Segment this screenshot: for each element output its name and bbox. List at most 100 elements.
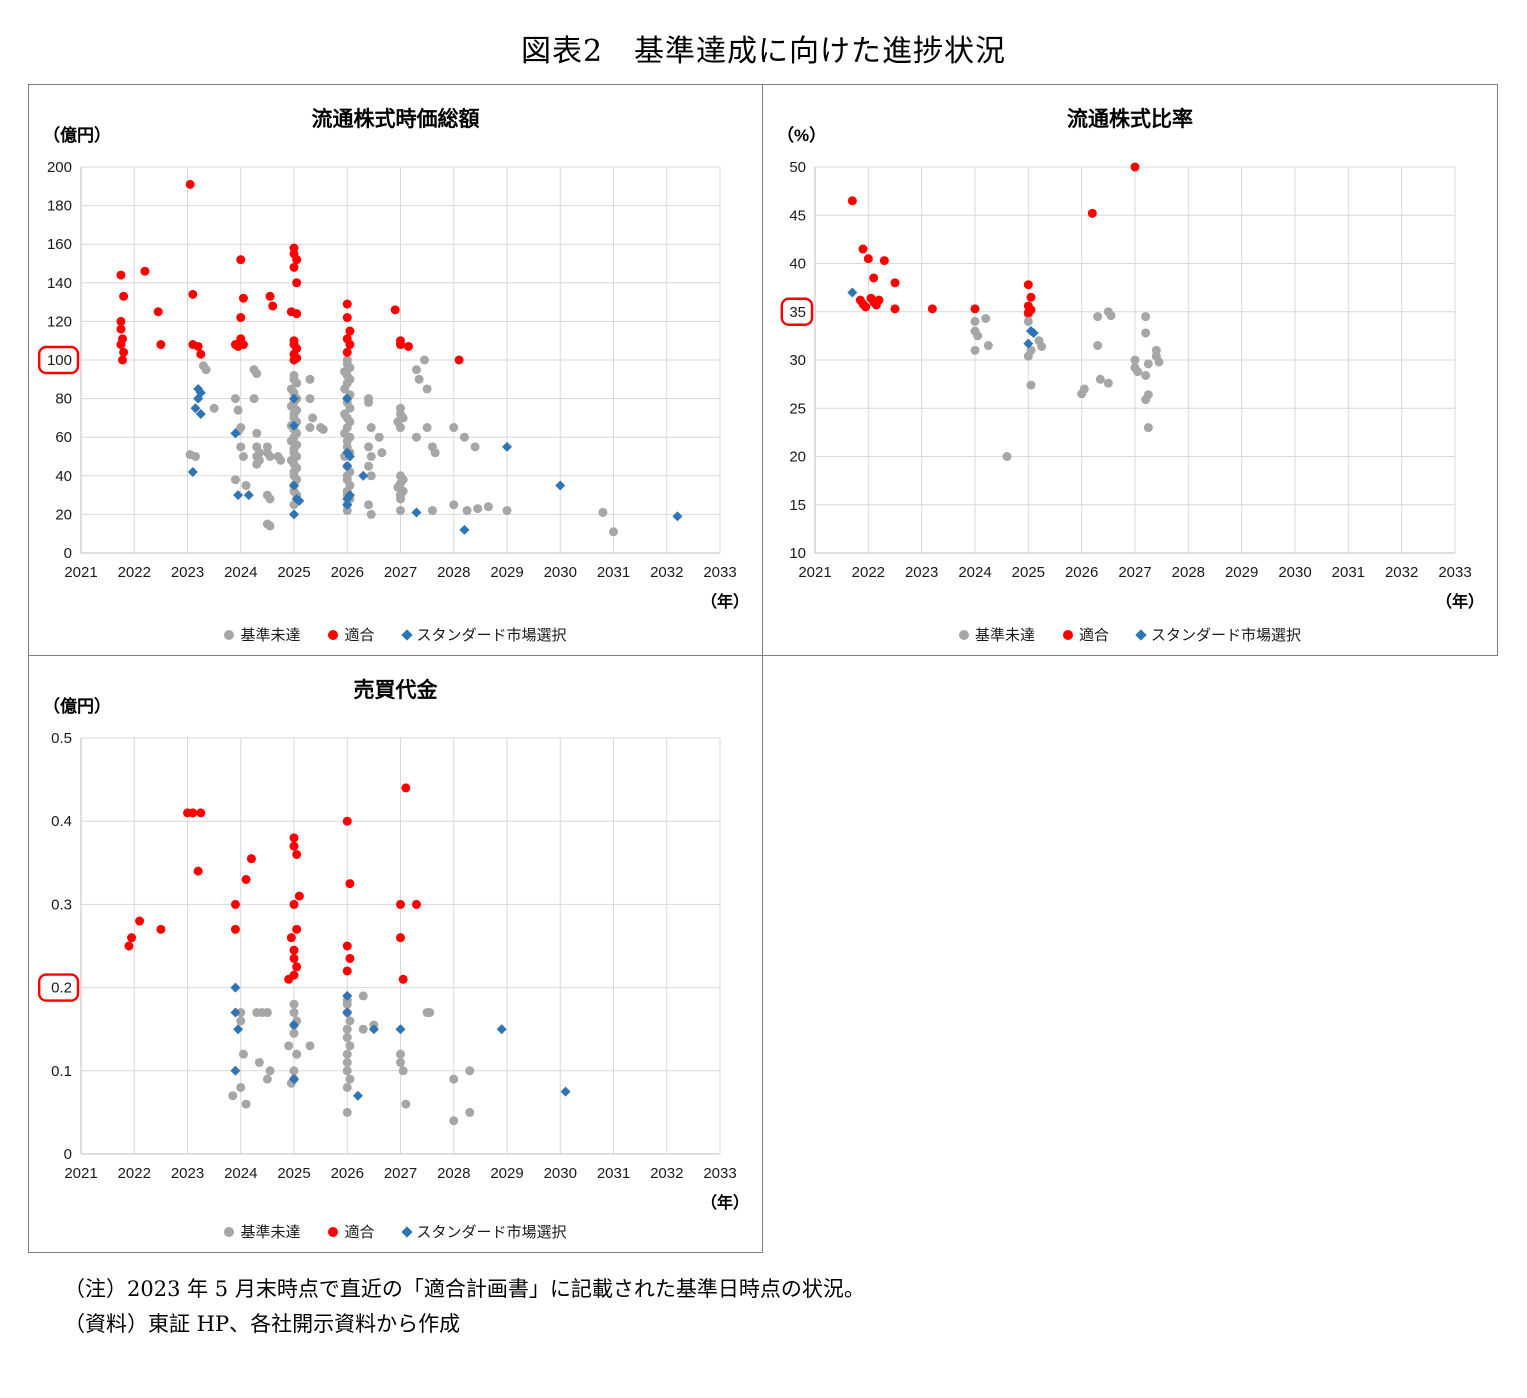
data-point-series-2: [560, 1086, 571, 1097]
data-point-series-1: [858, 244, 868, 254]
x-tick-label: 2023: [171, 564, 204, 581]
y-tick-label: 160: [47, 236, 72, 253]
data-point-series-2: [193, 383, 204, 394]
data-point-series-1: [193, 866, 203, 876]
chart-title: 流通株式時価総額: [311, 108, 480, 131]
data-point-series-0: [470, 442, 480, 452]
x-tick-label: 2029: [490, 1165, 523, 1182]
data-point-series-0: [238, 1049, 248, 1059]
data-point-series-0: [289, 1008, 299, 1018]
data-point-series-0: [462, 506, 472, 516]
data-point-series-0: [241, 480, 251, 490]
data-point-series-2: [411, 507, 422, 518]
data-point-series-0: [236, 442, 246, 452]
x-tick-label: 2033: [703, 564, 736, 581]
blue-diamond-marker-icon: [1135, 628, 1147, 641]
data-point-series-0: [983, 341, 993, 351]
data-point-series-0: [209, 403, 219, 413]
data-point-series-2: [368, 1024, 379, 1035]
data-point-series-0: [342, 1033, 352, 1043]
data-point-series-1: [292, 278, 302, 288]
legend-item-compliant: 適合: [328, 624, 375, 645]
data-point-series-0: [396, 1057, 405, 1067]
note-line: （資料）東証 HP、各社開示資料から作成: [64, 1311, 461, 1336]
data-point-series-0: [262, 1074, 272, 1084]
gray-circle-marker-icon: [224, 629, 235, 640]
data-point-series-1: [927, 304, 937, 314]
blue-diamond-marker-icon: [400, 628, 413, 641]
x-tick-label: 2023: [905, 564, 938, 581]
data-point-series-0: [366, 423, 376, 433]
x-tick-label: 2032: [1385, 564, 1418, 581]
data-point-series-1: [236, 255, 246, 265]
x-tick-label: 2027: [1118, 564, 1151, 581]
data-point-series-2: [289, 393, 299, 404]
data-point-series-0: [190, 452, 200, 461]
data-point-series-0: [396, 506, 405, 516]
data-point-series-0: [1141, 370, 1151, 380]
legend-label: スタンダード市場選択: [416, 627, 567, 644]
data-point-series-0: [377, 448, 387, 458]
data-point-series-0: [345, 1074, 355, 1084]
data-point-series-0: [342, 999, 352, 1009]
data-point-series-0: [305, 374, 315, 384]
data-point-series-0: [1103, 378, 1113, 388]
y-tick-label: 20: [789, 449, 806, 466]
data-point-series-0: [425, 1008, 435, 1018]
data-point-series-0: [502, 506, 512, 516]
data-point-series-0: [236, 1016, 246, 1026]
data-point-series-0: [419, 355, 429, 365]
x-tick-label: 2025: [277, 564, 310, 581]
data-point-series-0: [308, 413, 318, 423]
x-tick-label: 2025: [277, 1165, 310, 1182]
data-point-series-1: [398, 974, 408, 984]
data-point-series-2: [193, 393, 204, 404]
x-tick-label: 2032: [650, 564, 683, 581]
data-point-series-0: [358, 1024, 368, 1034]
data-point-series-0: [396, 423, 405, 433]
data-point-series-0: [465, 1107, 475, 1117]
data-point-series-2: [230, 1007, 241, 1018]
y-tick-label: 100: [47, 352, 72, 369]
data-point-series-0: [342, 1024, 352, 1034]
data-point-series-0: [289, 999, 299, 1009]
data-point-series-1: [403, 341, 413, 351]
y-tick-label: 80: [55, 391, 72, 408]
data-point-series-0: [265, 1066, 275, 1076]
data-point-series-2: [342, 990, 353, 1001]
legend-label: 適合: [1078, 627, 1109, 644]
data-point-series-2: [459, 524, 470, 535]
data-point-series-0: [396, 494, 405, 504]
data-point-series-1: [411, 899, 421, 909]
data-point-series-1: [265, 291, 275, 301]
data-point-series-0: [342, 1107, 352, 1117]
data-point-series-2: [230, 982, 241, 993]
x-tick-label: 2028: [437, 1165, 470, 1182]
data-point-series-1: [289, 899, 299, 909]
y-tick-label: 20: [55, 506, 72, 523]
y-tick-label: 40: [789, 256, 806, 273]
data-point-series-0: [1106, 311, 1116, 321]
x-tick-label: 2026: [331, 1165, 364, 1182]
footnotes: （注）2023 年 5 月末時点で直近の「適合計画書」に記載された基準日時点の状…: [64, 1272, 1527, 1341]
x-unit-label: （年）: [701, 1193, 749, 1212]
data-point-series-1: [342, 966, 352, 976]
data-point-series-1: [153, 307, 163, 317]
highlight-box: [37, 345, 80, 375]
data-point-series-1: [292, 962, 302, 972]
data-point-series-2: [395, 1024, 406, 1035]
data-point-series-0: [1079, 384, 1089, 394]
data-point-series-0: [449, 1074, 459, 1084]
data-point-series-2: [289, 1020, 299, 1031]
highlight-box: [780, 297, 814, 326]
data-point-series-1: [289, 262, 299, 272]
data-point-series-0: [970, 316, 980, 326]
data-point-series-1: [116, 316, 126, 326]
data-point-series-1: [116, 340, 126, 350]
data-point-series-1: [345, 879, 355, 889]
data-point-series-2: [230, 1065, 241, 1076]
x-tick-label: 2025: [1012, 564, 1045, 581]
data-point-series-1: [246, 854, 256, 864]
data-point-series-1: [342, 941, 352, 951]
data-point-series-0: [1093, 341, 1103, 351]
